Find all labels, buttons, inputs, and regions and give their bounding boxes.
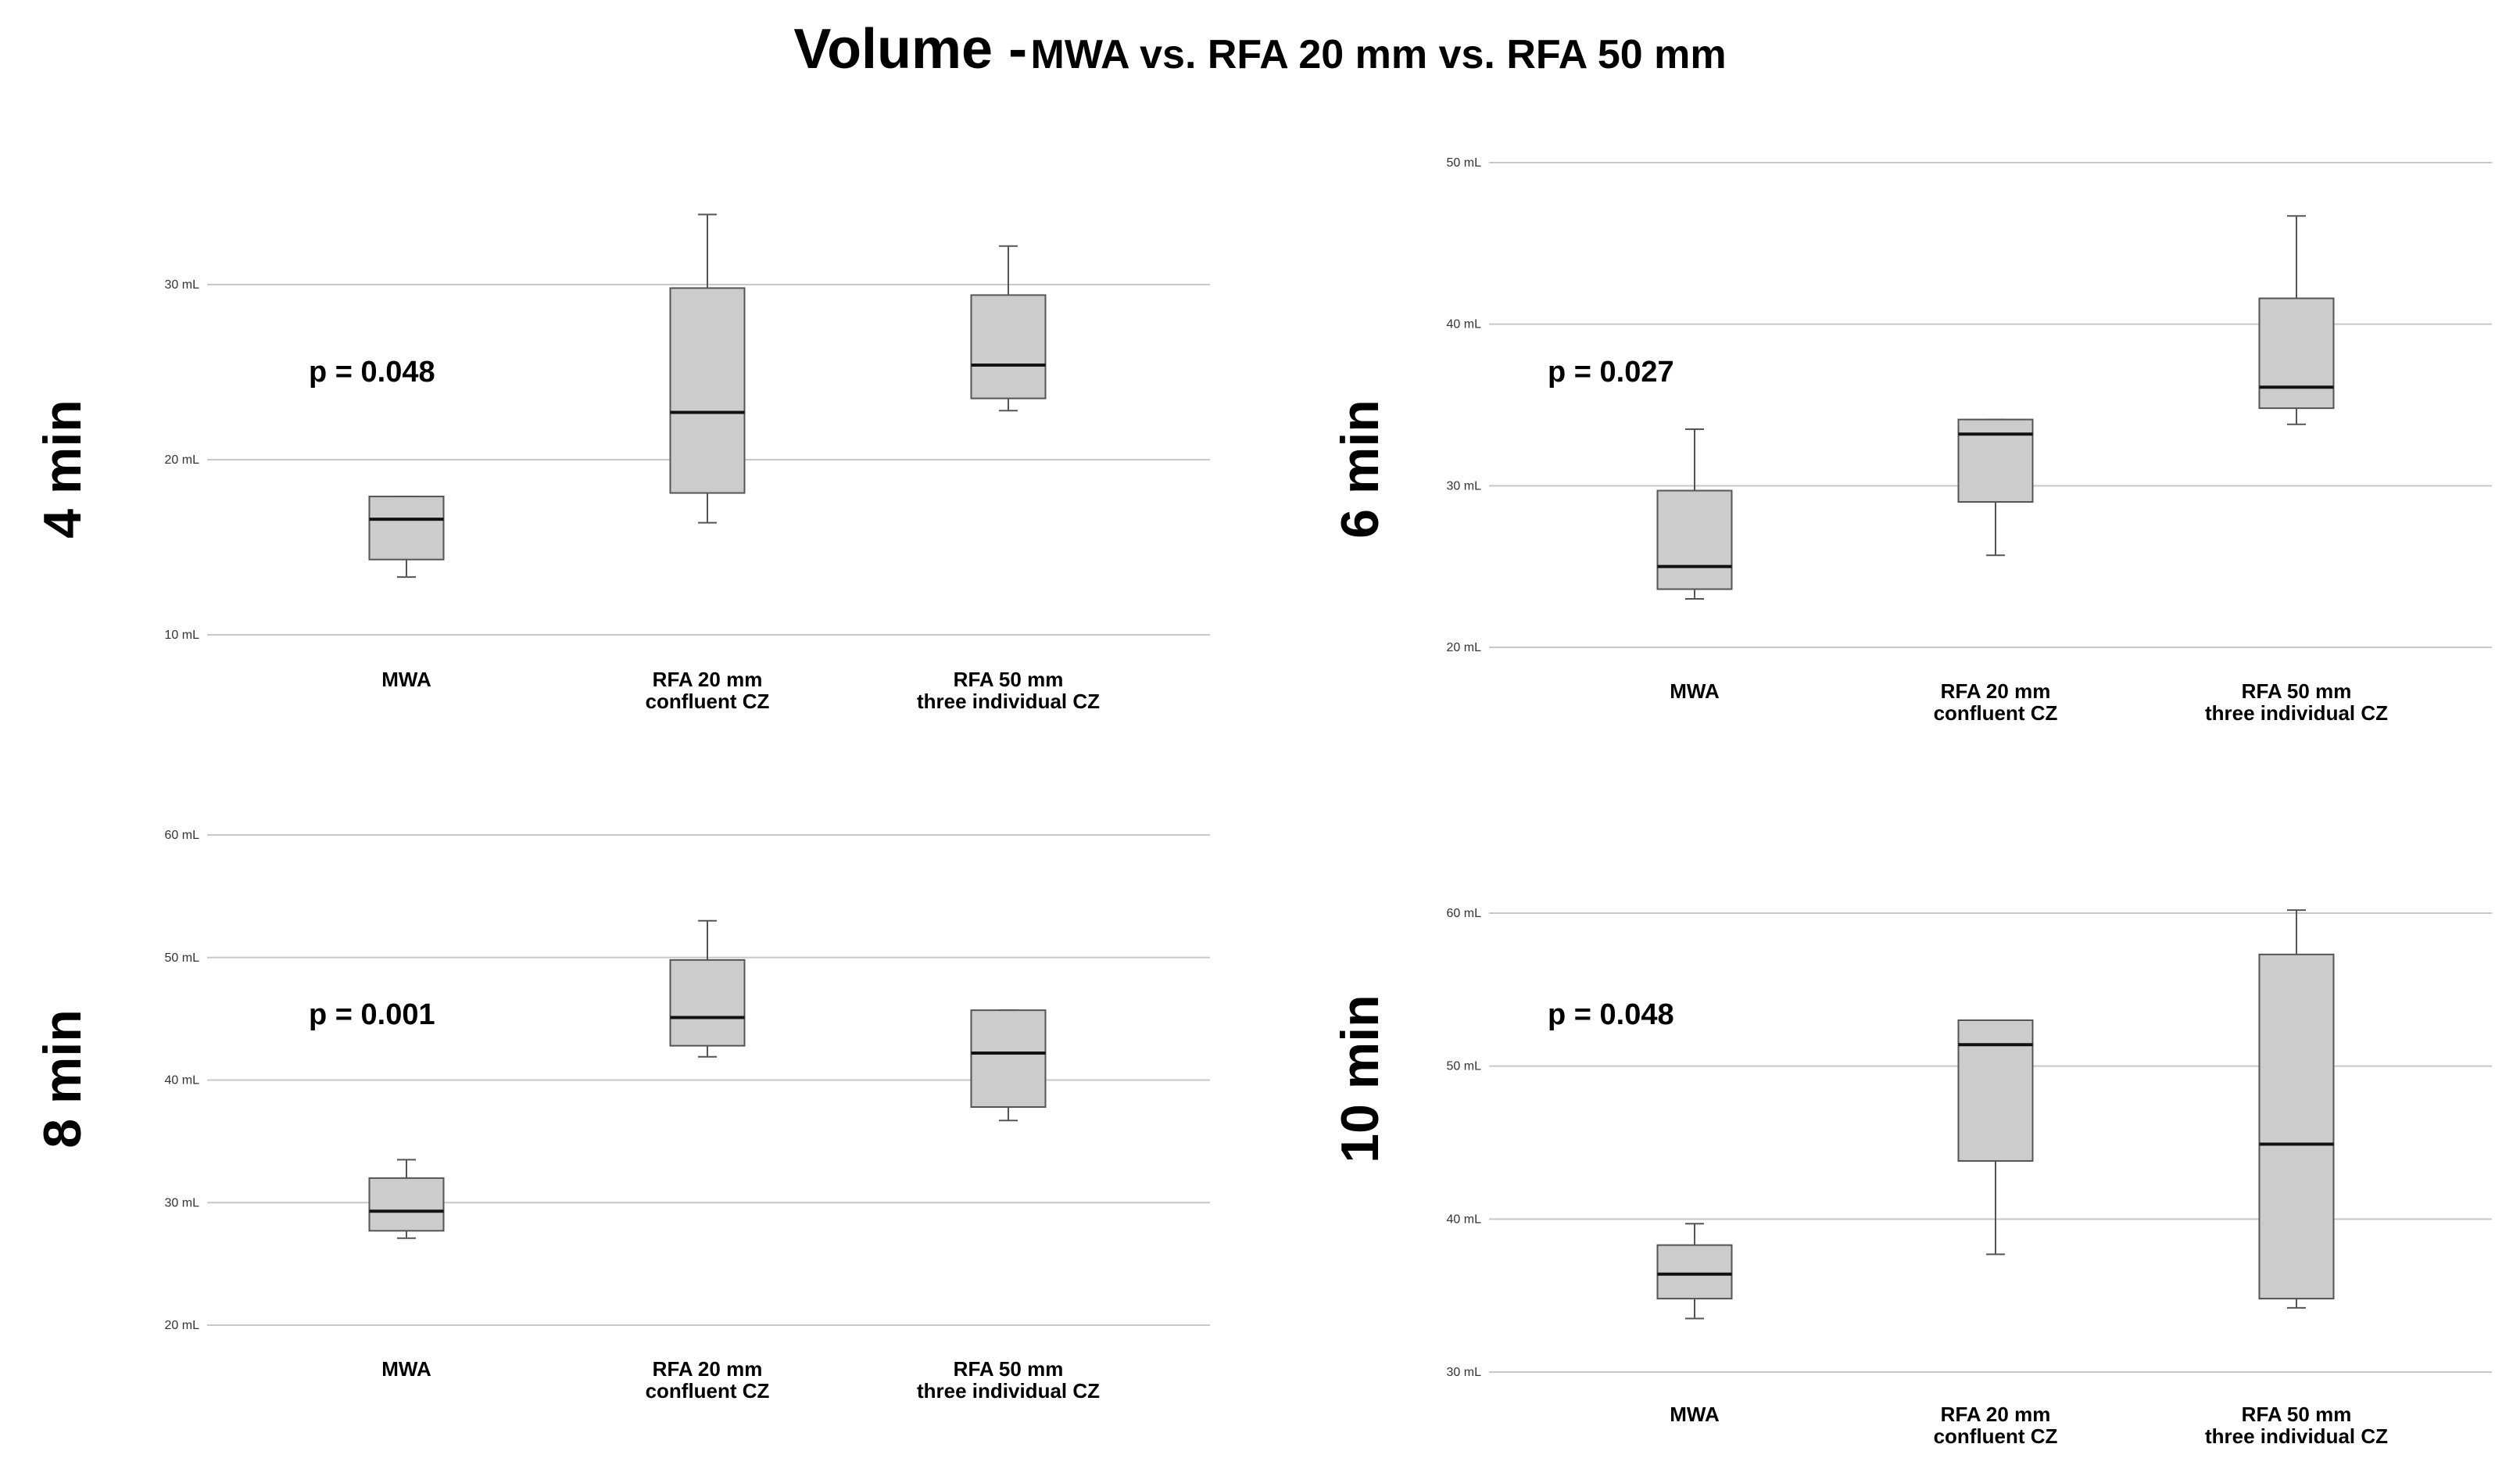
y-tick-label: 40 mL bbox=[1447, 1213, 1482, 1226]
x-category-label: MWA bbox=[1670, 1403, 1720, 1426]
y-tick-label: 50 mL bbox=[1447, 156, 1482, 170]
box-plot-1 bbox=[368, 1159, 445, 1239]
box-plot-1 bbox=[368, 496, 445, 579]
box-plot-1 bbox=[1656, 1223, 1733, 1320]
y-tick-label: 10 mL bbox=[165, 629, 200, 642]
box-plot-3 bbox=[970, 1009, 1047, 1122]
box-iqr bbox=[368, 496, 445, 561]
y-tick-label: 30 mL bbox=[1447, 479, 1482, 493]
x-category-label: RFA 20 mm bbox=[653, 668, 763, 691]
box-plot-3 bbox=[970, 245, 1047, 412]
figure-title-sub: MWA vs. RFA 20 mm vs. RFA 50 mm bbox=[1030, 32, 1727, 77]
box-iqr bbox=[1656, 1244, 1733, 1300]
x-category-label: RFA 50 mm bbox=[2242, 1403, 2352, 1426]
panel-label: 6 min bbox=[1330, 399, 1390, 539]
x-category-label: three individual CZ bbox=[917, 690, 1100, 713]
x-category-label: three individual CZ bbox=[2205, 701, 2388, 725]
x-category-label: MWA bbox=[381, 1357, 431, 1381]
box-iqr bbox=[970, 1009, 1047, 1108]
p-value-label: p = 0.001 bbox=[309, 998, 435, 1031]
x-category-label: RFA 50 mm bbox=[954, 1357, 1064, 1381]
x-category-label: RFA 20 mm bbox=[1941, 679, 2051, 703]
box-iqr bbox=[2258, 953, 2335, 1300]
y-tick-label: 40 mL bbox=[1447, 318, 1482, 331]
y-tick-label: 30 mL bbox=[165, 278, 200, 292]
y-tick-label: 50 mL bbox=[165, 951, 200, 965]
x-category-label: RFA 20 mm bbox=[653, 1357, 763, 1381]
y-tick-label: 20 mL bbox=[165, 1319, 200, 1332]
x-category-label: three individual CZ bbox=[2205, 1424, 2388, 1448]
chart-panel-2: 6 min 20 mL 30 mL 40 mL 50 mL p = 0.027 MWA RFA… bbox=[1330, 156, 2492, 725]
y-tick-label: 20 mL bbox=[1447, 641, 1482, 654]
box-iqr bbox=[368, 1177, 445, 1232]
x-category-label: MWA bbox=[1670, 679, 1720, 703]
box-plot-3 bbox=[2258, 909, 2335, 1309]
box-plot-2 bbox=[1957, 1019, 2034, 1256]
panel-label: 10 min bbox=[1330, 994, 1390, 1163]
chart-panel-4: 10 min 30 mL 40 mL 50 mL 60 mL p = 0.048 MWA RF… bbox=[1330, 907, 2492, 1448]
x-category-label: RFA 50 mm bbox=[954, 668, 1064, 691]
x-category-label: confluent CZ bbox=[1934, 701, 2058, 725]
x-category-label: confluent CZ bbox=[646, 1379, 770, 1403]
box-plot-2 bbox=[669, 919, 746, 1058]
box-iqr bbox=[970, 294, 1047, 399]
chart-panel-3: 8 min 20 mL 30 mL 40 mL 50 mL 60 mL p = 0.001 M… bbox=[33, 829, 1210, 1403]
box-plot-1 bbox=[1656, 428, 1733, 600]
y-tick-label: 50 mL bbox=[1447, 1060, 1482, 1073]
box-iqr bbox=[1656, 489, 1733, 590]
x-category-label: RFA 50 mm bbox=[2242, 679, 2352, 703]
box-plot-3 bbox=[2258, 215, 2335, 425]
y-tick-label: 30 mL bbox=[165, 1196, 200, 1209]
panel-label: 8 min bbox=[33, 1009, 92, 1148]
panel-label: 4 min bbox=[33, 399, 92, 539]
x-category-label: confluent CZ bbox=[646, 690, 770, 713]
y-tick-label: 40 mL bbox=[165, 1074, 200, 1087]
box-iqr bbox=[669, 958, 746, 1047]
chart-panel-1: 4 min 10 mL 20 mL 30 mL p = 0.048 MWA RFA 20 m… bbox=[33, 213, 1210, 713]
box-plot-2 bbox=[1957, 418, 2034, 557]
p-value-label: p = 0.027 bbox=[1548, 356, 1674, 389]
box-iqr bbox=[2258, 297, 2335, 410]
y-tick-label: 60 mL bbox=[1447, 907, 1482, 920]
y-tick-label: 30 mL bbox=[1447, 1366, 1482, 1379]
p-value-label: p = 0.048 bbox=[1548, 998, 1674, 1031]
figure-title-main: Volume - bbox=[793, 18, 1028, 81]
x-category-label: confluent CZ bbox=[1934, 1424, 2058, 1448]
box-iqr bbox=[669, 287, 746, 494]
box-plot-2 bbox=[669, 213, 746, 524]
x-category-label: three individual CZ bbox=[917, 1379, 1100, 1403]
y-tick-label: 60 mL bbox=[165, 829, 200, 842]
box-iqr bbox=[1957, 1019, 2034, 1162]
box-iqr bbox=[1957, 418, 2034, 503]
figure-title: Volume - MWA vs. RFA 20 mm vs. RFA 50 mm bbox=[0, 17, 2520, 81]
p-value-label: p = 0.048 bbox=[309, 356, 435, 389]
x-category-label: RFA 20 mm bbox=[1941, 1403, 2051, 1426]
x-category-label: MWA bbox=[381, 668, 431, 691]
y-tick-label: 20 mL bbox=[165, 453, 200, 467]
